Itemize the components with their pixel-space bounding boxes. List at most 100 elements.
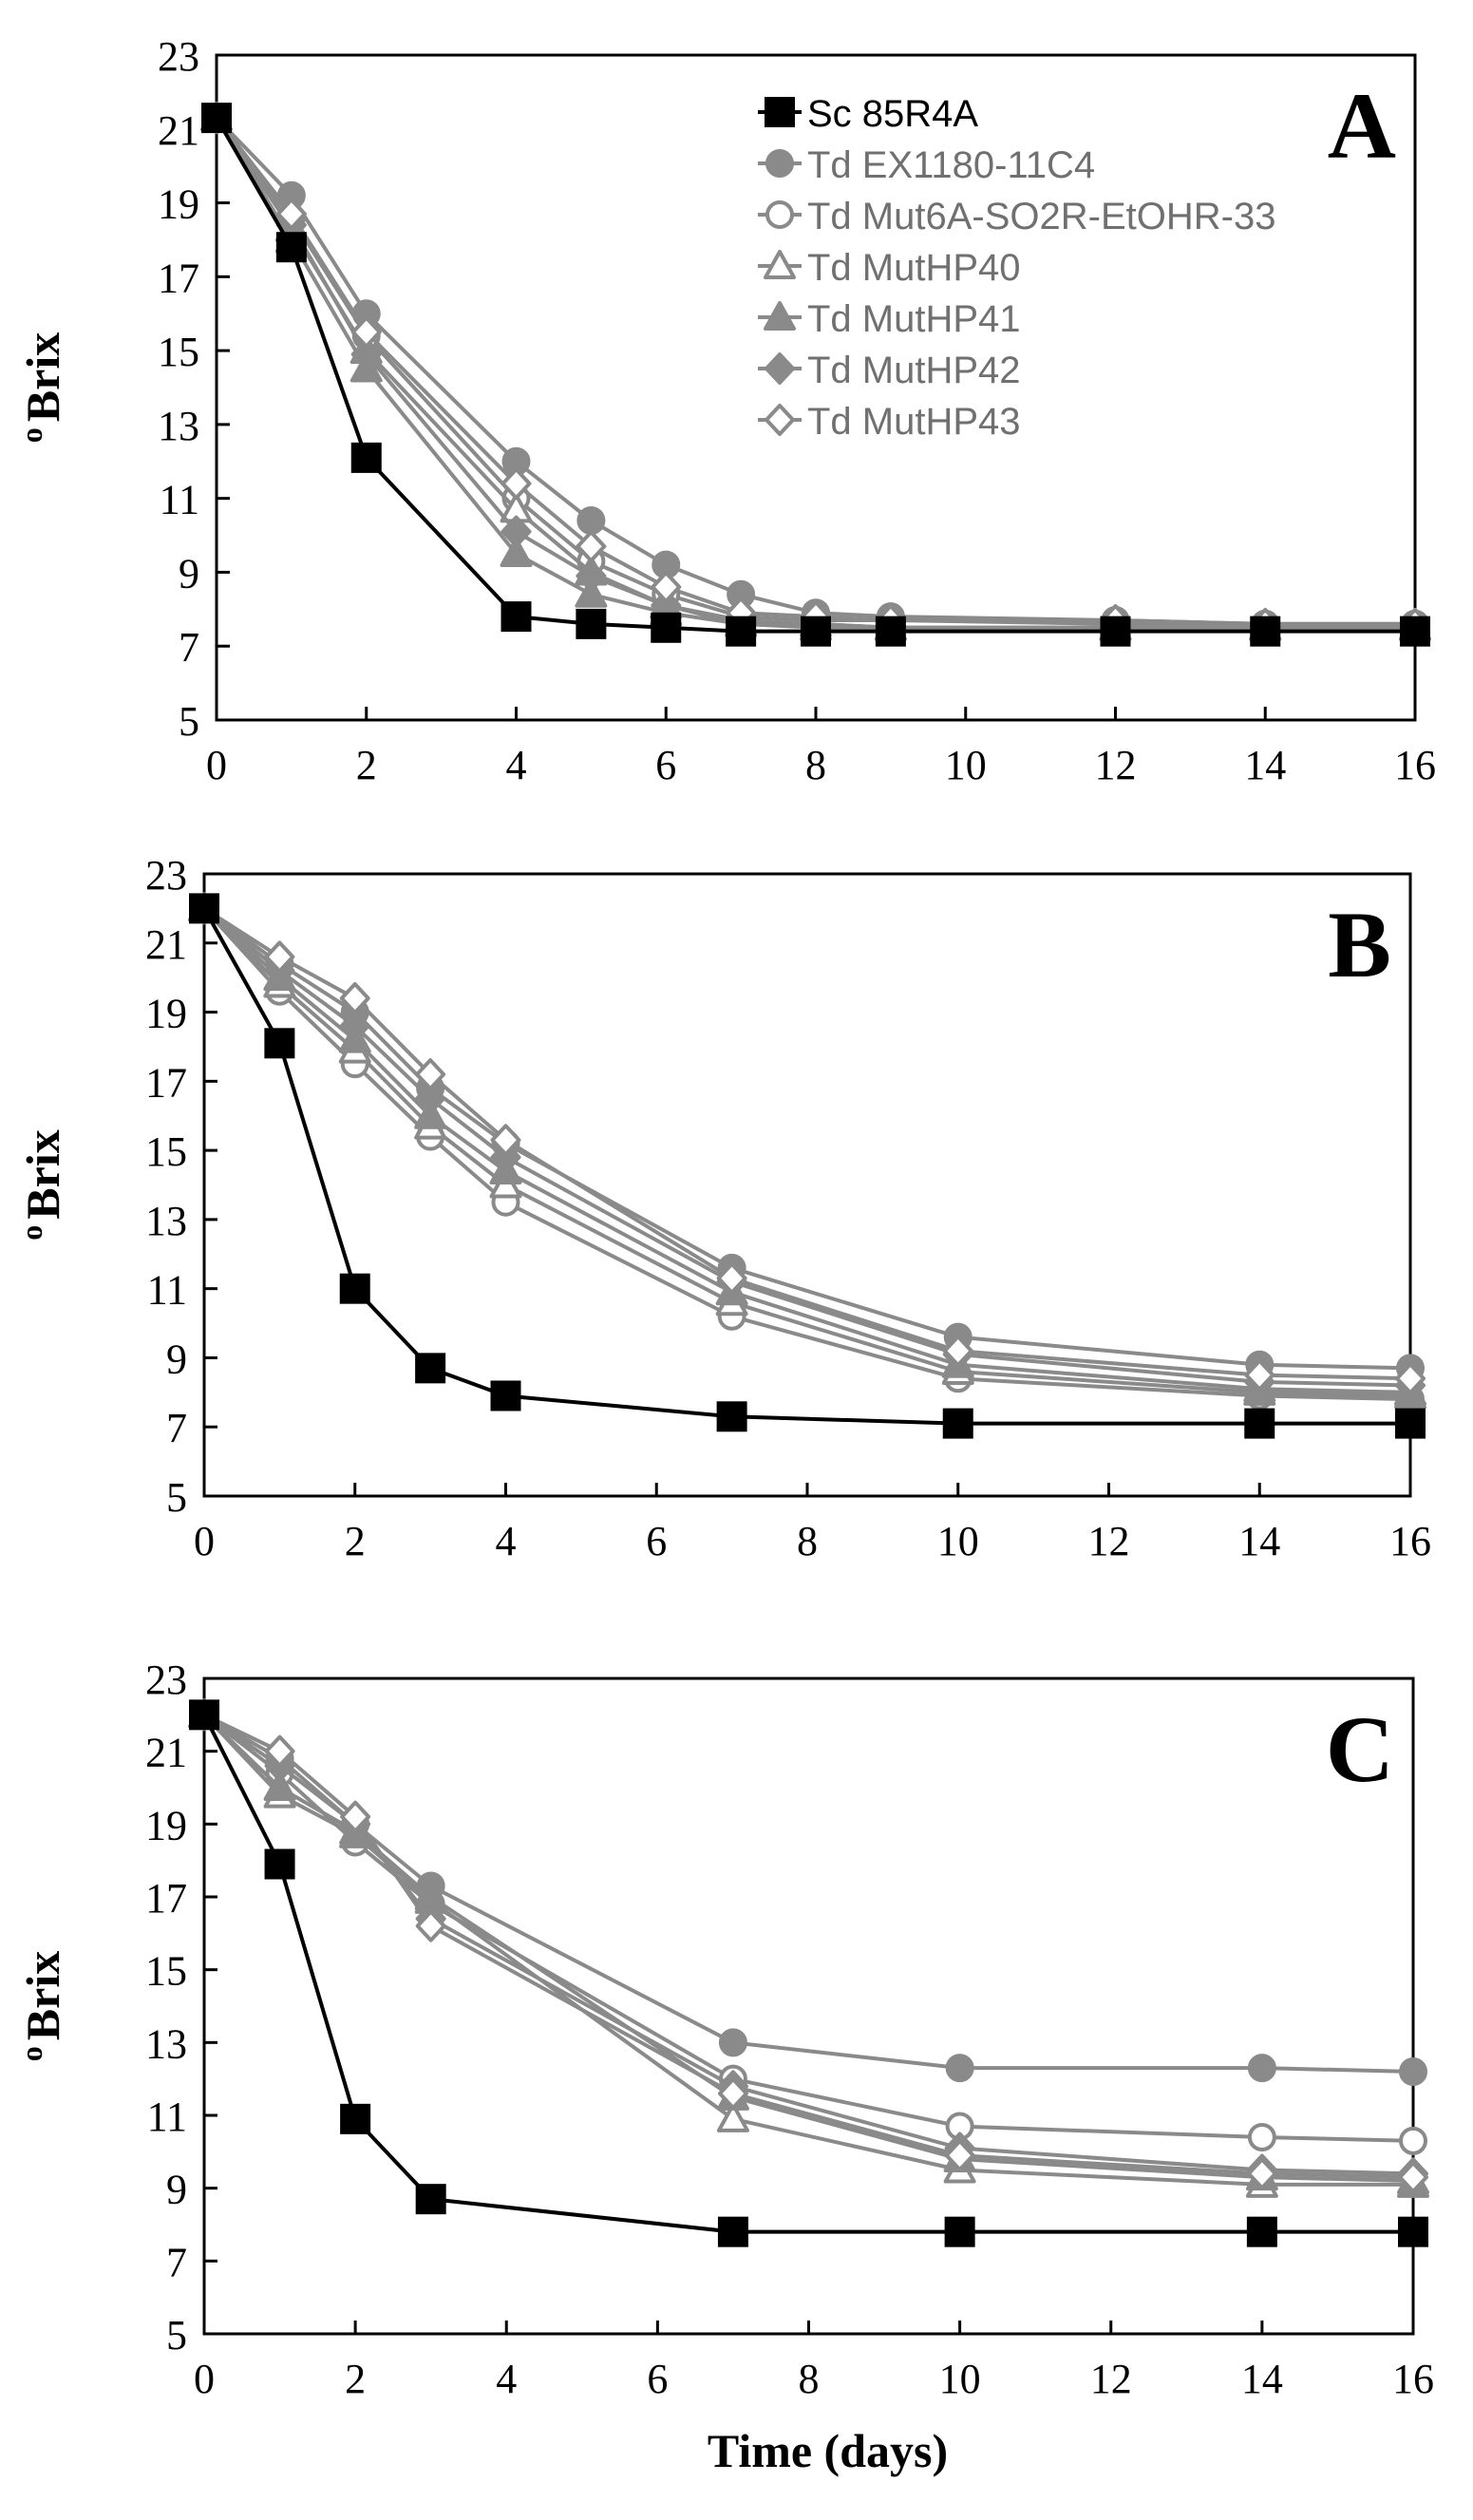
y-tick-label: 13	[145, 2020, 187, 2067]
data-point	[1247, 2054, 1276, 2083]
panel-c: 5 7 9 11 13 15 17 19 21 23 0 2 4 6 8 10 12 14 16 o Brix C Time…	[14, 1657, 1434, 2477]
data-point	[716, 1261, 747, 1295]
x-tick-label: 0	[194, 1518, 215, 1564]
x-tick-label: 8	[799, 2356, 820, 2402]
x-tick-label: 0	[206, 742, 227, 788]
legend-marker	[765, 404, 795, 436]
x-tick-label: 12	[1095, 742, 1137, 788]
y-tick-label: 11	[147, 1267, 187, 1314]
x-tick-label: 4	[506, 742, 527, 788]
x-tick-label: 16	[1394, 742, 1436, 788]
data-point	[490, 1141, 521, 1174]
series-td-muthp43	[201, 102, 1430, 640]
x-axis-label: Time (days)	[708, 2424, 948, 2477]
data-point	[500, 515, 532, 548]
data-point	[575, 578, 608, 608]
data-point	[576, 559, 607, 593]
legend-marker	[764, 301, 796, 331]
x-tick-label: 16	[1389, 1518, 1431, 1564]
data-point	[875, 616, 906, 647]
data-point	[415, 1353, 446, 1384]
legend-marker	[765, 149, 794, 178]
y-tick-label: 19	[145, 991, 187, 1037]
data-point	[717, 2216, 748, 2247]
data-point	[944, 2139, 975, 2172]
y-axis-label-text: Brix	[16, 1951, 69, 2040]
data-point	[264, 1734, 295, 1768]
y-tick-label: 21	[145, 921, 187, 968]
data-point	[576, 608, 607, 639]
y-axis-label: o Brix	[14, 1129, 69, 1240]
data-point	[350, 338, 382, 370]
data-point	[490, 1380, 521, 1412]
series-sc-85r4a	[201, 103, 1430, 647]
y-axis-label-degree: o	[14, 427, 48, 443]
data-point	[942, 1408, 973, 1439]
x-tick-label: 10	[939, 2356, 981, 2402]
panel-a: 5 7 9 11 13 15 17 19 21 23 0 2 4 6 8 10 12 14 16 o Brix A Sc 8…	[14, 33, 1436, 788]
x-tick-label: 10	[937, 1518, 979, 1564]
data-point	[275, 232, 307, 263]
data-point	[500, 467, 532, 501]
legend-item: Td MutHP41	[758, 298, 1021, 340]
x-tick-label: 6	[655, 742, 676, 788]
data-point	[1244, 1358, 1275, 1392]
data-point	[718, 2028, 747, 2057]
data-point	[201, 103, 232, 134]
data-point	[415, 1058, 446, 1091]
y-axis-label-degree: o	[14, 1225, 48, 1241]
y-tick-label: 9	[166, 2167, 187, 2213]
data-point	[415, 1909, 446, 1942]
data-point	[189, 1699, 219, 1731]
legend-label: Td EX1180-11C4	[807, 144, 1095, 186]
data-point	[1246, 2216, 1277, 2247]
y-tick-label: 5	[166, 2312, 187, 2359]
data-point	[339, 982, 370, 1014]
y-tick-label: 17	[145, 1875, 187, 1922]
legend-item: Td Mut6A-SO2R-EtOHR-33	[758, 196, 1275, 237]
x-tick-label: 0	[194, 2356, 215, 2402]
legend-marker	[765, 97, 795, 127]
x-tick-label: 2	[356, 742, 377, 788]
data-point	[264, 1028, 295, 1059]
y-tick-label: 13	[145, 1198, 187, 1244]
series-line	[202, 1713, 1414, 2143]
x-tick-label: 12	[1090, 2356, 1132, 2402]
legend-marker	[765, 200, 794, 229]
y-tick-label: 11	[147, 2094, 187, 2140]
y-tick-label: 7	[166, 1405, 187, 1451]
panel-label-b: B	[1328, 892, 1391, 997]
series-line	[202, 1713, 1414, 2176]
data-point	[339, 1010, 370, 1043]
legend-label: Td Mut6A-SO2R-EtOHR-33	[807, 196, 1275, 237]
legend-label: Td MutHP40	[807, 247, 1021, 289]
x-tick-label: 14	[1241, 2356, 1283, 2402]
panel-label-a: A	[1328, 73, 1396, 179]
data-point	[942, 1335, 973, 1368]
legend-label: Td MutHP42	[807, 350, 1021, 391]
x-tick-label: 14	[1244, 742, 1286, 788]
data-point	[490, 1124, 521, 1157]
y-axis-label: o Brix	[14, 332, 69, 443]
y-tick-label: 15	[158, 329, 199, 375]
data-point	[500, 538, 533, 567]
data-point	[264, 1848, 295, 1880]
y-tick-label: 23	[145, 1657, 187, 1703]
y-tick-label: 7	[166, 2239, 187, 2285]
y-tick-label: 17	[145, 1059, 187, 1106]
legend-marker	[765, 352, 795, 385]
x-tick-label: 16	[1392, 2356, 1434, 2402]
data-point	[801, 616, 831, 647]
y-tick-label: 21	[158, 107, 199, 154]
data-point	[1399, 2126, 1427, 2155]
y-tick-label: 23	[145, 852, 187, 899]
x-tick-label: 12	[1088, 1518, 1130, 1564]
series-line	[215, 116, 1415, 626]
legend-item: Td EX1180-11C4	[758, 144, 1095, 186]
data-point	[415, 1082, 446, 1115]
legend-item: Td MutHP40	[758, 247, 1021, 289]
data-point	[264, 940, 295, 974]
legend-item: Td MutHP43	[758, 401, 1021, 443]
data-point	[945, 2054, 974, 2083]
